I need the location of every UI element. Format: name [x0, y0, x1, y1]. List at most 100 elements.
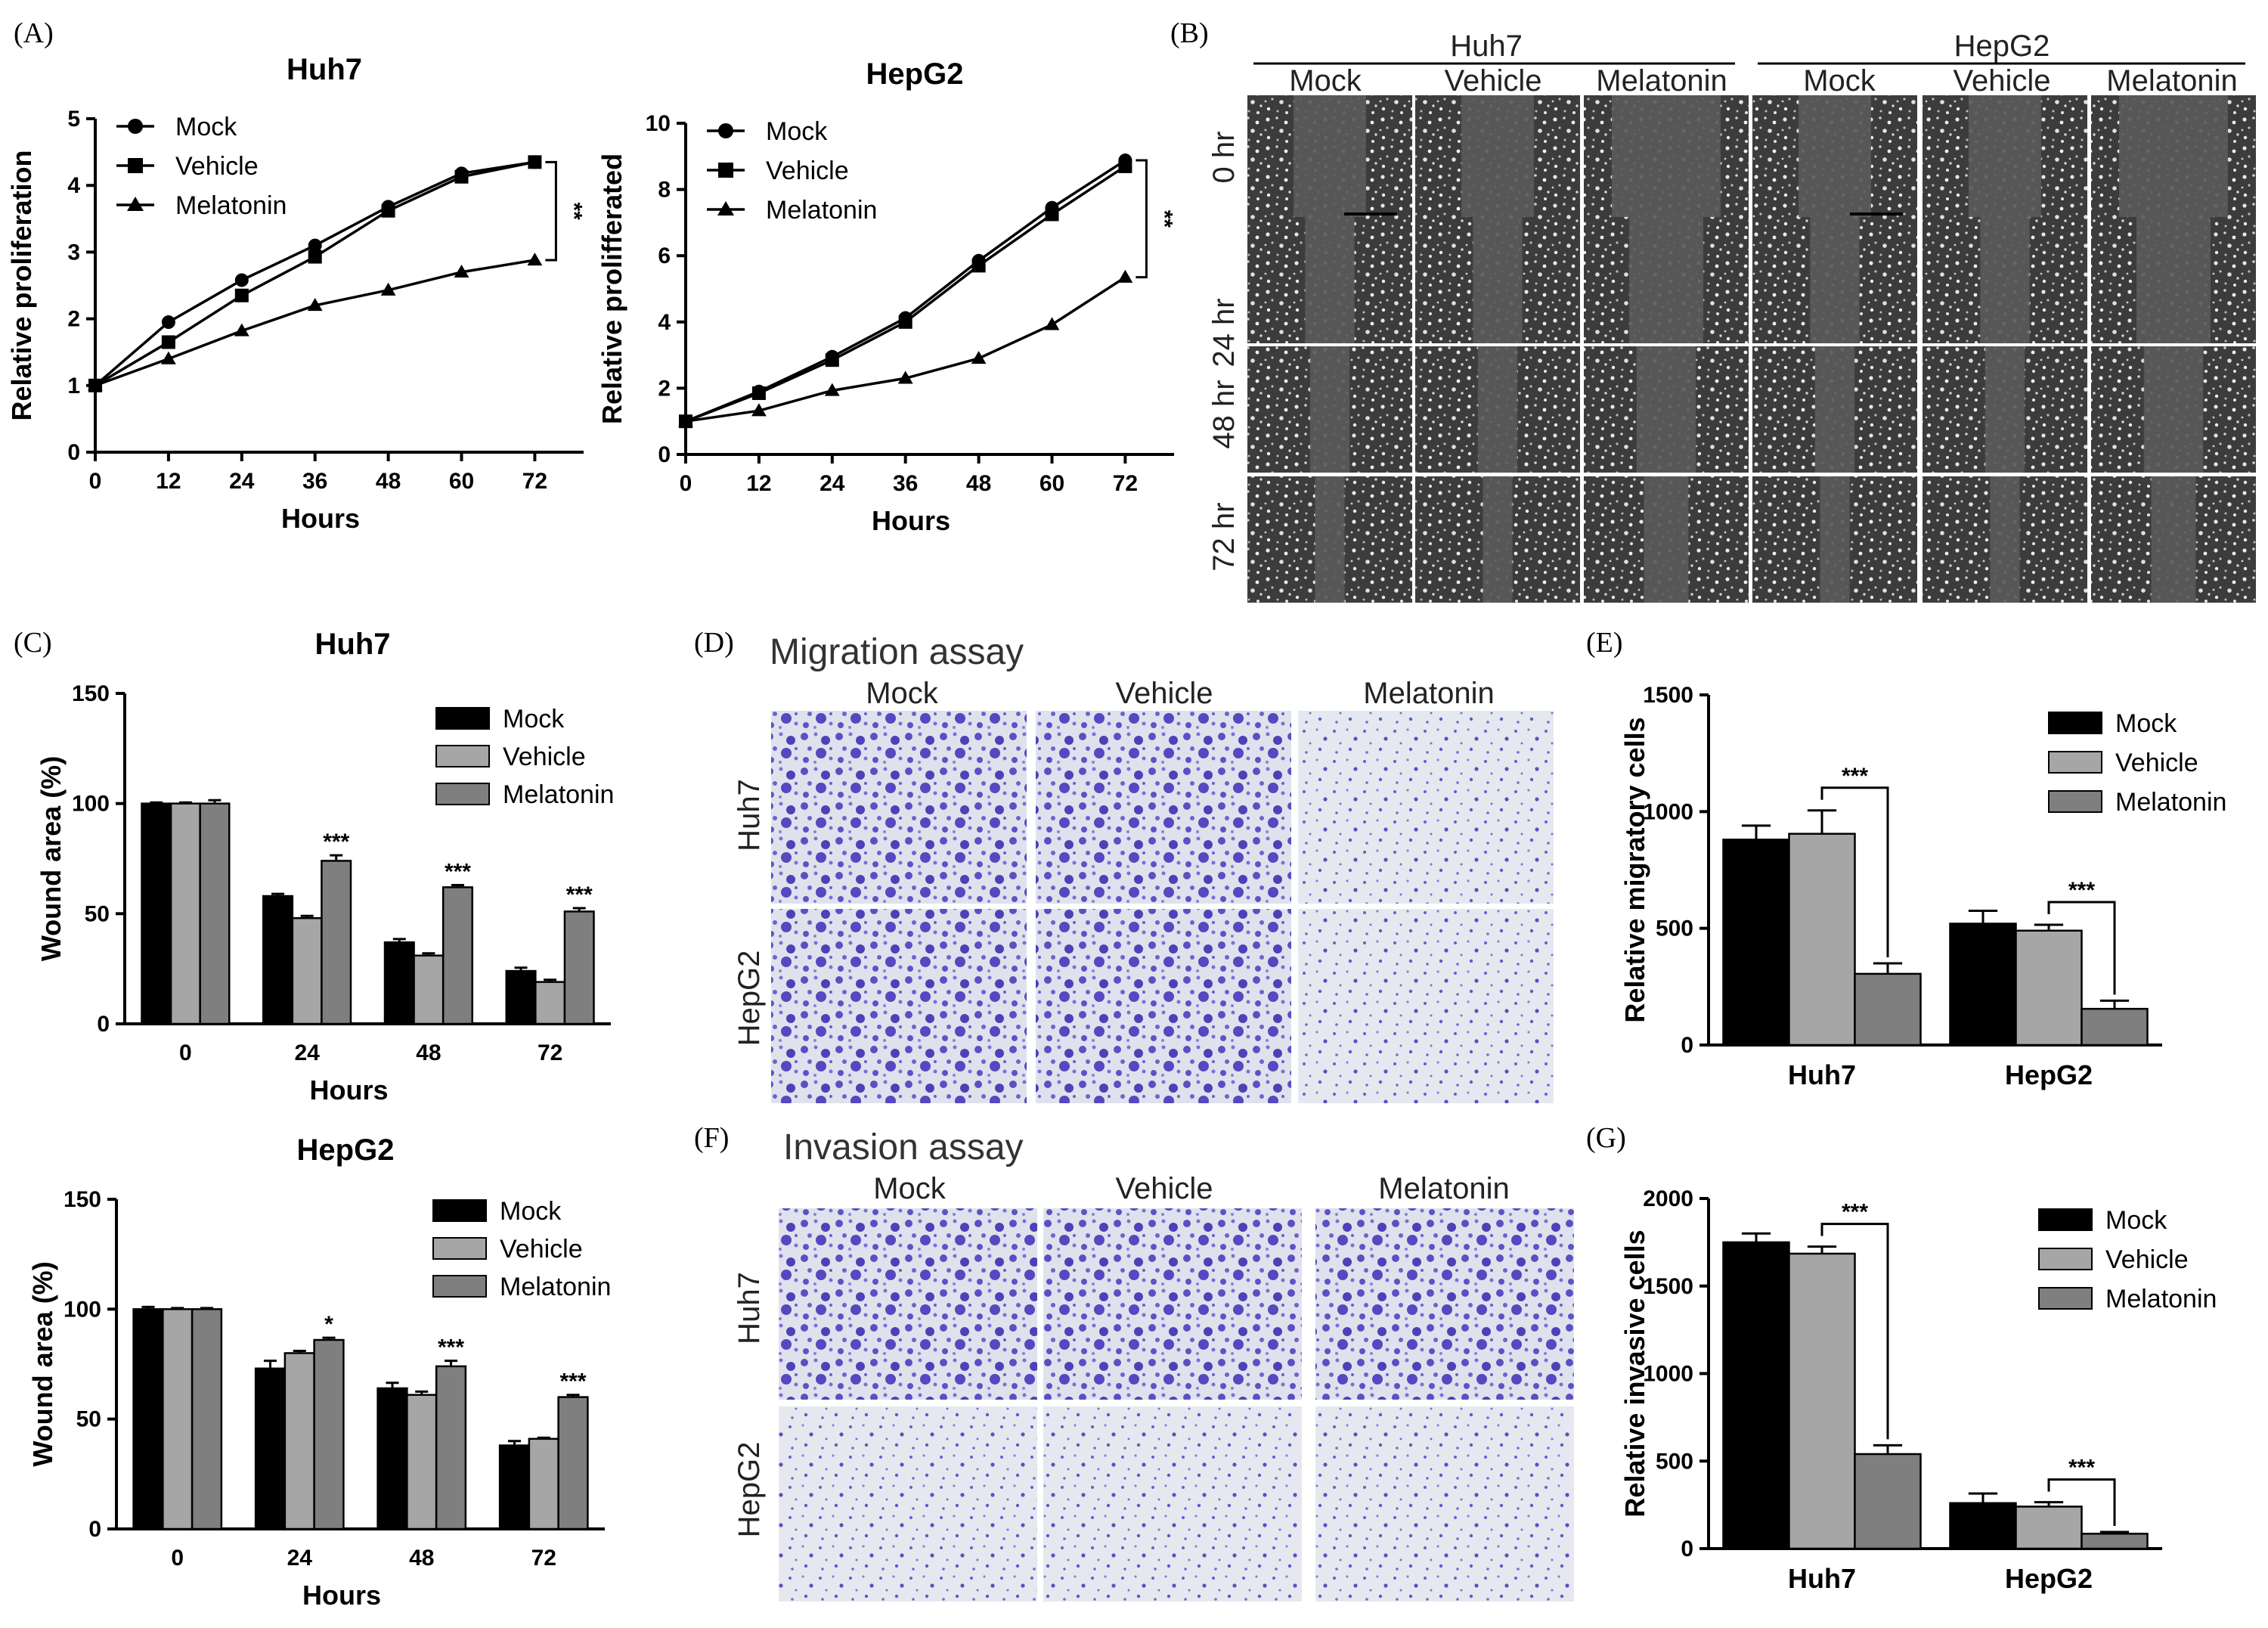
panel-f-col-1: Vehicle — [1116, 1172, 1213, 1205]
data-point-mock — [308, 238, 322, 253]
x-tick-label: 0 — [680, 471, 692, 496]
x-tick-label: 24 — [229, 469, 255, 494]
panel-label-b: (B) — [1170, 17, 1209, 49]
panel-b-row-0: 0 hr — [1207, 132, 1241, 184]
scratch-wound-gap — [1969, 95, 2041, 222]
x-tick-label: 12 — [156, 469, 181, 494]
chart-C-Huh7: 0 50 100 150 Huh7 Hours Wound area (%) 0 *** 24 **… — [36, 628, 614, 1105]
chart-C-HepG2: 0 50 100 150 HepG2 Hours Wound area (%) 0 * 24 ***… — [27, 1133, 611, 1611]
x-tick-label: 0 — [89, 469, 102, 494]
legend-label: Vehicle — [175, 152, 259, 181]
x-tick-label: 72 — [1113, 471, 1138, 496]
legend-label: Vehicle — [2105, 1245, 2189, 1274]
x-tick-label: HepG2 — [2005, 1059, 2093, 1090]
bar-vehicle — [162, 1308, 194, 1530]
y-tick-label: 50 — [85, 901, 110, 926]
significance-label: *** — [1842, 764, 1868, 789]
bar-melatonin — [2081, 1007, 2149, 1047]
panel-label-d: (D) — [694, 627, 734, 659]
scratch-wound-gap — [1628, 217, 1704, 343]
panel-f-row-0: Huh7 — [733, 1272, 766, 1344]
data-point-melatonin — [824, 383, 840, 396]
bar-melatonin — [435, 1365, 467, 1530]
y-tick-label: 3 — [67, 240, 80, 265]
y-tick-label: 500 — [1656, 916, 1693, 941]
legend-swatch — [435, 707, 490, 730]
chart-title: Huh7 — [287, 53, 362, 86]
scratch-wound-gap — [1305, 217, 1355, 343]
bar-melatonin — [1854, 972, 1922, 1047]
bar-melatonin — [2081, 1533, 2149, 1550]
legend-swatch — [2048, 790, 2102, 813]
stain-image — [779, 1406, 1037, 1602]
bar-mock — [498, 1444, 531, 1530]
bar-mock — [1949, 1502, 2017, 1550]
scratch-wound-gap — [1461, 95, 1534, 222]
x-tick-label: HepG2 — [2005, 1563, 2093, 1594]
y-axis-label: Wound area (%) — [27, 1261, 58, 1466]
y-axis-label: Wound area (%) — [36, 756, 67, 961]
significance-label: *** — [2068, 878, 2095, 903]
data-point-vehicle — [971, 259, 986, 273]
bar-vehicle — [528, 1437, 559, 1530]
panel-d-row-0: Huh7 — [733, 779, 766, 851]
y-tick-label: 0 — [67, 440, 80, 465]
y-tick-label: 4 — [67, 173, 80, 198]
x-tick-label: 72 — [522, 469, 547, 494]
legend-marker — [128, 119, 143, 134]
panel-d-row-1: HepG2 — [733, 950, 766, 1047]
bar-vehicle — [2015, 929, 2083, 1047]
significance-label: *** — [1842, 1200, 1868, 1225]
bar-mock — [383, 941, 415, 1025]
significance-label: * — [324, 1312, 333, 1337]
bar-mock — [505, 969, 537, 1025]
legend-marker — [127, 197, 144, 211]
significance-bracket — [2047, 1478, 2116, 1527]
stain-image — [1315, 1406, 1574, 1602]
x-tick-label: 60 — [449, 469, 474, 494]
chart-G: 0 500 1000 1500 2000 Relative invasive cells H… — [1619, 1186, 2217, 1594]
bar-vehicle — [406, 1394, 438, 1530]
x-tick-label: 24 — [287, 1546, 313, 1571]
data-point-vehicle — [161, 335, 175, 349]
legend-label: Melatonin — [175, 191, 287, 220]
data-point-melatonin — [234, 323, 249, 336]
bar-melatonin — [557, 1396, 589, 1530]
bar-mock — [262, 895, 294, 1025]
x-tick-label: 0 — [179, 1040, 192, 1065]
bar-vehicle — [413, 954, 445, 1025]
panel-label-c: (C) — [14, 627, 52, 659]
scratch-wound-gap — [1477, 346, 1518, 473]
data-point-melatonin — [1117, 269, 1133, 283]
chart-title: HepG2 — [866, 57, 964, 91]
legend-swatch — [435, 783, 490, 805]
legend-label: Vehicle — [2115, 749, 2198, 777]
legend-label: Vehicle — [766, 157, 849, 185]
x-axis-label: Hours — [281, 503, 360, 534]
panel-d-col-2: Melatonin — [1363, 677, 1494, 710]
legend-label: Vehicle — [500, 1235, 583, 1264]
data-point-melatonin — [897, 371, 913, 384]
stain-image — [1036, 711, 1291, 904]
data-point-vehicle — [454, 169, 469, 184]
bar-mock — [1722, 1241, 1790, 1550]
y-axis-label: Relative prolifferated — [596, 153, 627, 424]
panel-b-col-0: Mock — [1289, 64, 1362, 98]
stain-image — [1298, 909, 1554, 1103]
stain-image — [1043, 1406, 1302, 1602]
legend-label: Mock — [503, 705, 565, 733]
scratch-wound-gap — [1644, 476, 1689, 603]
bar-vehicle — [169, 802, 201, 1025]
data-point-vehicle — [1118, 159, 1132, 173]
scratch-assay-grid — [1247, 95, 2256, 603]
y-tick-label: 10 — [646, 111, 671, 136]
scratch-wound-gap — [1294, 95, 1366, 222]
significance-label: *** — [323, 830, 349, 854]
scratch-wound-gap — [1799, 95, 1871, 222]
legend-swatch — [2048, 712, 2102, 734]
y-tick-label: 100 — [72, 792, 110, 817]
data-point-vehicle — [381, 203, 395, 218]
panel-f-row-1: HepG2 — [733, 1442, 766, 1538]
legend-swatch — [2038, 1248, 2093, 1270]
